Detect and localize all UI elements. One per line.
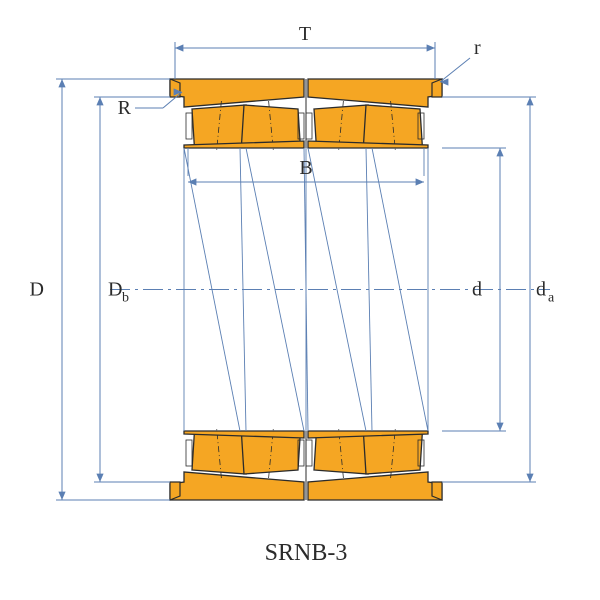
- upper-bearing-section: [170, 79, 442, 151]
- lower-bearing-section: [170, 428, 442, 500]
- label-r: r: [474, 37, 481, 59]
- label-da: d a: [536, 279, 555, 306]
- svg-text:d: d: [536, 279, 546, 301]
- svg-text:b: b: [122, 291, 129, 306]
- diagram-title: SRNB-3: [265, 540, 348, 566]
- bearing-diagram: D D b T B d d a r R SRNB-3: [0, 0, 600, 600]
- label-B: B: [299, 157, 312, 179]
- svg-text:D: D: [108, 279, 122, 301]
- label-D: D: [30, 279, 44, 301]
- label-d: d: [472, 279, 482, 301]
- dimension-labels: D D b T B d d a r R: [30, 23, 555, 306]
- label-R: R: [118, 97, 132, 119]
- label-T: T: [299, 23, 311, 45]
- svg-text:a: a: [548, 291, 555, 306]
- label-Db: D b: [108, 279, 129, 306]
